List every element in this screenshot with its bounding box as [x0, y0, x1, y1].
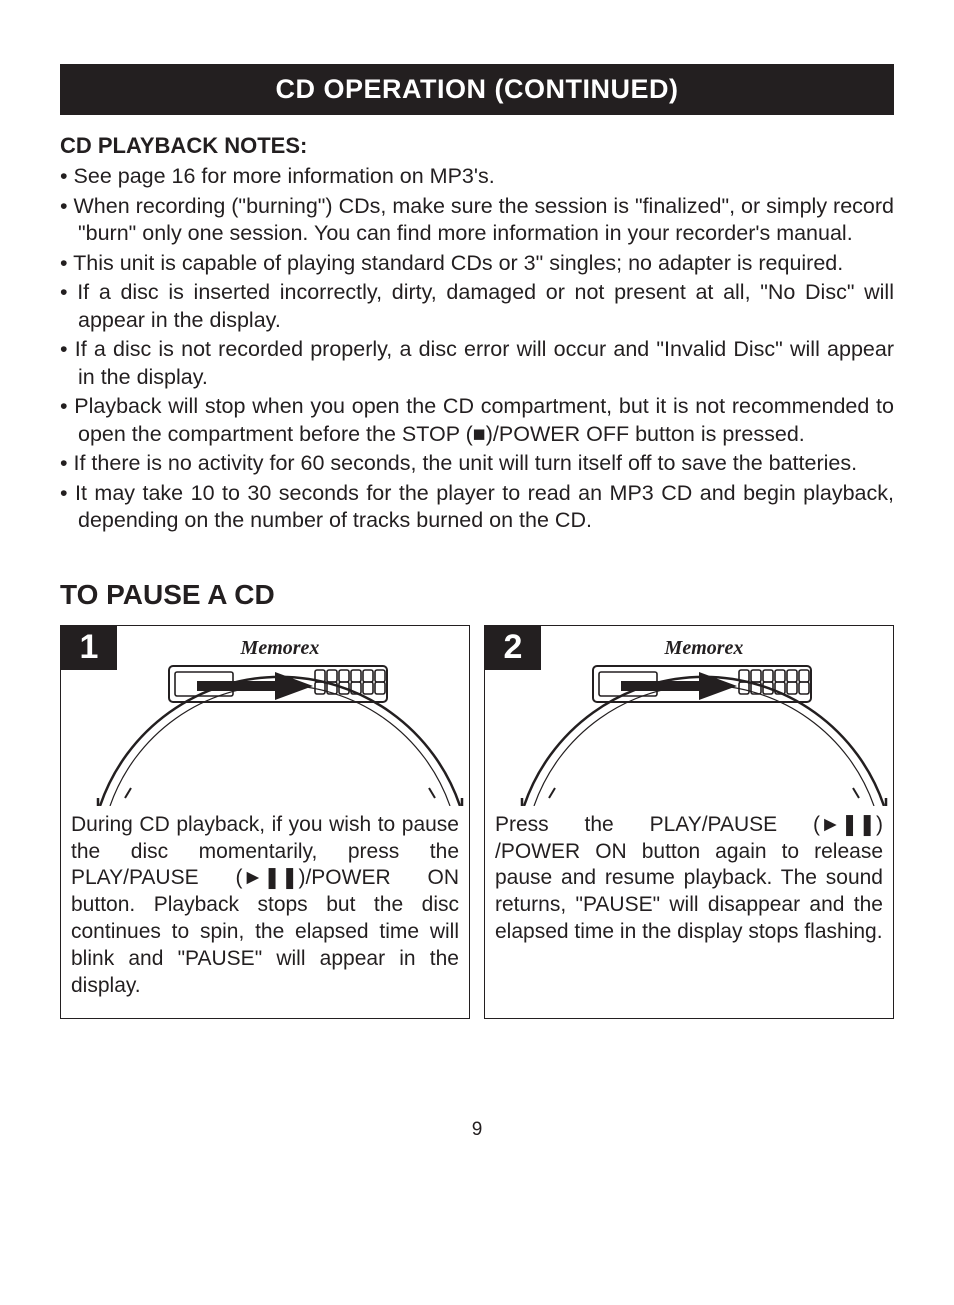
step-text: Press the PLAY/PAUSE (►❚❚) /POWER ON but… [485, 806, 893, 964]
section-heading: TO PAUSE A CD [60, 579, 894, 611]
notes-item: If a disc is not recorded properly, a di… [60, 336, 894, 391]
brand-text: Memorex [240, 637, 320, 659]
step-illustration: Memorex [485, 626, 893, 806]
steps-row: 1 Memorex [60, 625, 894, 1019]
notes-list: See page 16 for more information on MP3'… [60, 163, 894, 535]
title-text: CD OPERATION (CONTINUED) [276, 74, 679, 104]
notes-item: If there is no activity for 60 seconds, … [60, 450, 894, 478]
step-number: 1 [61, 626, 117, 670]
step-text: During CD playback, if you wish to pause… [61, 806, 469, 1018]
step-box-1: 1 Memorex [60, 625, 470, 1019]
notes-item: When recording ("burning") CDs, make sur… [60, 193, 894, 248]
page-number: 9 [60, 1119, 894, 1141]
step-box-2: 2 Memorex [484, 625, 894, 1019]
brand-text: Memorex [664, 637, 744, 659]
notes-item: It may take 10 to 30 seconds for the pla… [60, 480, 894, 535]
notes-item: This unit is capable of playing standard… [60, 250, 894, 278]
step-number: 2 [485, 626, 541, 670]
notes-item: Playback will stop when you open the CD … [60, 393, 894, 448]
title-bar: CD OPERATION (CONTINUED) [60, 64, 894, 115]
notes-heading: CD PLAYBACK NOTES: [60, 133, 894, 159]
step-illustration: Memorex [61, 626, 469, 806]
cd-player-icon: Memorex [485, 626, 893, 806]
cd-player-icon: Memorex [61, 626, 469, 806]
notes-item: See page 16 for more information on MP3'… [60, 163, 894, 191]
notes-item: If a disc is inserted incorrectly, dirty… [60, 279, 894, 334]
